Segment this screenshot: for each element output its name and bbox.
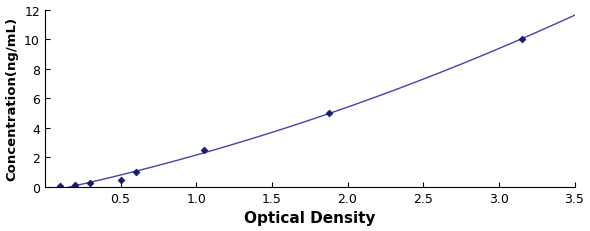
X-axis label: Optical Density: Optical Density	[244, 210, 375, 225]
Y-axis label: Concentration(ng/mL): Concentration(ng/mL)	[5, 17, 18, 181]
